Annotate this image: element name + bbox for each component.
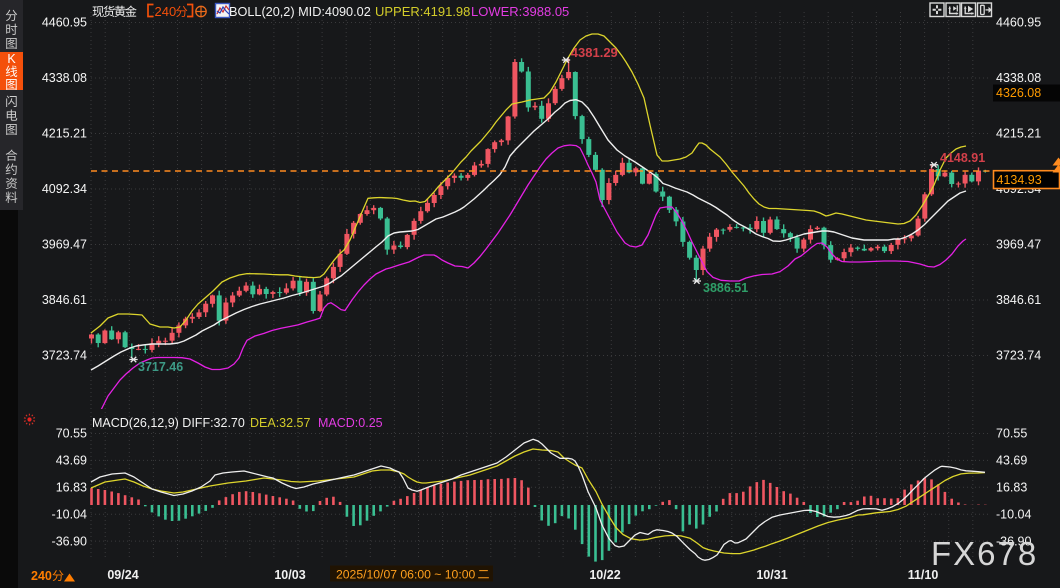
svg-text:4460.95: 4460.95	[996, 16, 1041, 30]
svg-text:16.83: 16.83	[56, 481, 87, 495]
svg-text:-10.04: -10.04	[52, 507, 87, 521]
svg-text:2025/10/07 06:00 ~ 10:00: 2025/10/07 06:00 ~ 10:00	[336, 568, 475, 582]
svg-text:-10.04: -10.04	[996, 507, 1031, 521]
svg-text:240: 240	[155, 4, 177, 19]
svg-text:DEA:32.57: DEA:32.57	[250, 416, 311, 430]
svg-text:K: K	[7, 52, 16, 66]
svg-text:4092.34: 4092.34	[42, 182, 87, 196]
svg-text:4148.91: 4148.91	[940, 151, 985, 165]
svg-text:3969.47: 3969.47	[42, 238, 87, 252]
svg-text:10/22: 10/22	[589, 568, 620, 582]
svg-text:LOWER:3988.05: LOWER:3988.05	[471, 4, 569, 19]
svg-text:3969.47: 3969.47	[996, 238, 1041, 252]
svg-text:3846.61: 3846.61	[996, 293, 1041, 307]
svg-text:70.55: 70.55	[56, 427, 87, 441]
svg-text:3723.74: 3723.74	[996, 349, 1041, 363]
svg-text:BOLL(20,2) MID:4090.02: BOLL(20,2) MID:4090.02	[229, 5, 371, 19]
svg-text:4338.08: 4338.08	[996, 71, 1041, 85]
svg-text:3846.61: 3846.61	[42, 293, 87, 307]
svg-text:4326.08: 4326.08	[996, 86, 1041, 100]
svg-text:09/24: 09/24	[107, 568, 138, 582]
svg-text:240: 240	[31, 569, 52, 583]
svg-text:MACD(26,12,9) DIFF:32.70: MACD(26,12,9) DIFF:32.70	[92, 416, 245, 430]
svg-text:3723.74: 3723.74	[42, 349, 87, 363]
svg-text:4460.95: 4460.95	[42, 16, 87, 30]
svg-text:-36.90: -36.90	[52, 534, 87, 548]
svg-text:-36.90: -36.90	[996, 534, 1031, 548]
svg-text:UPPER:4191.98: UPPER:4191.98	[375, 4, 470, 19]
svg-text:10/31: 10/31	[756, 568, 787, 582]
svg-text:4215.21: 4215.21	[996, 127, 1041, 141]
svg-text:70.55: 70.55	[996, 427, 1027, 441]
svg-text:MACD:0.25: MACD:0.25	[318, 416, 383, 430]
svg-text:4215.21: 4215.21	[42, 127, 87, 141]
svg-text:4338.08: 4338.08	[42, 71, 87, 85]
svg-text:10/03: 10/03	[274, 568, 305, 582]
svg-text:43.69: 43.69	[996, 454, 1027, 468]
svg-text:3886.51: 3886.51	[703, 281, 748, 295]
svg-text:3717.46: 3717.46	[138, 360, 183, 374]
svg-text:11/10: 11/10	[908, 568, 939, 582]
svg-text:16.83: 16.83	[996, 481, 1027, 495]
svg-text:4381.29: 4381.29	[571, 45, 618, 60]
svg-text:4134.93: 4134.93	[997, 173, 1042, 187]
svg-text:43.69: 43.69	[56, 454, 87, 468]
svg-text:FX678: FX678	[931, 535, 1038, 572]
